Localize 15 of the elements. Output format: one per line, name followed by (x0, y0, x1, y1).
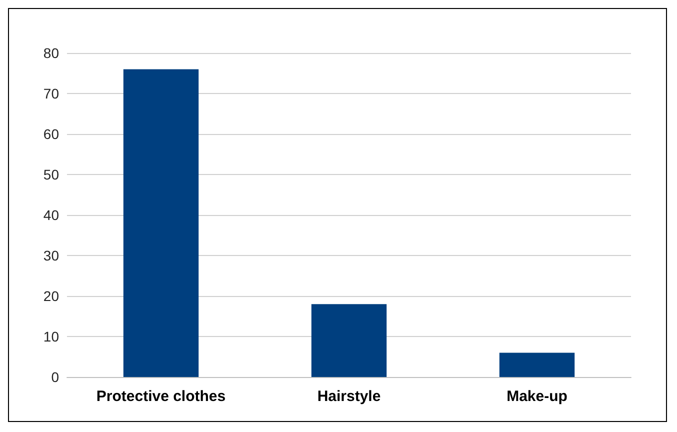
y-tick-label: 70 (43, 86, 60, 102)
y-tick-label: 30 (43, 248, 60, 264)
x-tick-label: Make-up (506, 388, 568, 405)
y-tick-label: 80 (43, 45, 60, 61)
y-tick-label: 0 (51, 369, 60, 385)
bar (123, 69, 199, 377)
bar (499, 352, 575, 377)
x-tick-label: Hairstyle (317, 388, 381, 405)
y-tick-label: 20 (43, 288, 60, 304)
y-tick-label: 40 (43, 207, 60, 223)
y-tick-label: 50 (43, 166, 60, 182)
y-tick-label: 60 (43, 126, 60, 142)
y-tick-label: 10 (43, 328, 60, 344)
x-tick-label: Protective clothes (96, 388, 226, 405)
bar (311, 304, 387, 377)
